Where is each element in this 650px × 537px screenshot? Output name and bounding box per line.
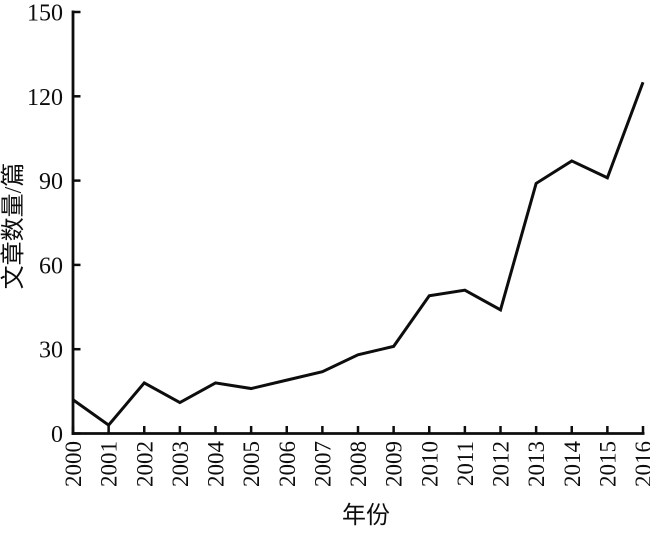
x-tick-label: 2000 [61, 441, 86, 487]
x-tick-label: 2013 [524, 441, 549, 487]
y-axis-tick-labels: 0 30 60 90 120 150 [27, 1, 63, 449]
x-tick-label: 2012 [489, 441, 514, 487]
x-tick-label: 2014 [560, 441, 585, 488]
y-tick-label: 0 [51, 422, 63, 448]
x-tick-label: 2003 [168, 441, 193, 487]
y-tick-label: 60 [39, 253, 63, 279]
x-tick-label: 2009 [382, 441, 407, 487]
y-tick-label: 150 [27, 1, 63, 27]
x-tick-label: 2004 [204, 441, 229, 488]
y-tick-label: 120 [27, 85, 63, 111]
x-tick-label: 2001 [97, 441, 122, 487]
x-tick-label: 2006 [275, 441, 300, 487]
x-tick-label: 2002 [132, 441, 157, 487]
x-tick-label: 2010 [417, 441, 442, 487]
x-tick-label: 2005 [239, 441, 264, 487]
x-axis-tick-labels: 2000 2001 2002 2003 2004 2005 2006 2007 2008 2009… [61, 441, 650, 488]
y-tick-label: 90 [39, 169, 63, 195]
data-series-line [72, 81, 645, 428]
y-axis-title: 文章数量/篇 [0, 163, 27, 290]
x-tick-label: 2011 [453, 441, 478, 486]
y-tick-label: 30 [39, 338, 63, 364]
x-tick-label: 2015 [595, 441, 620, 487]
x-tick-label: 2016 [631, 441, 650, 487]
x-axis-title: 年份 [342, 502, 390, 529]
x-tick-label: 2007 [310, 441, 335, 487]
x-tick-label: 2008 [346, 441, 371, 487]
